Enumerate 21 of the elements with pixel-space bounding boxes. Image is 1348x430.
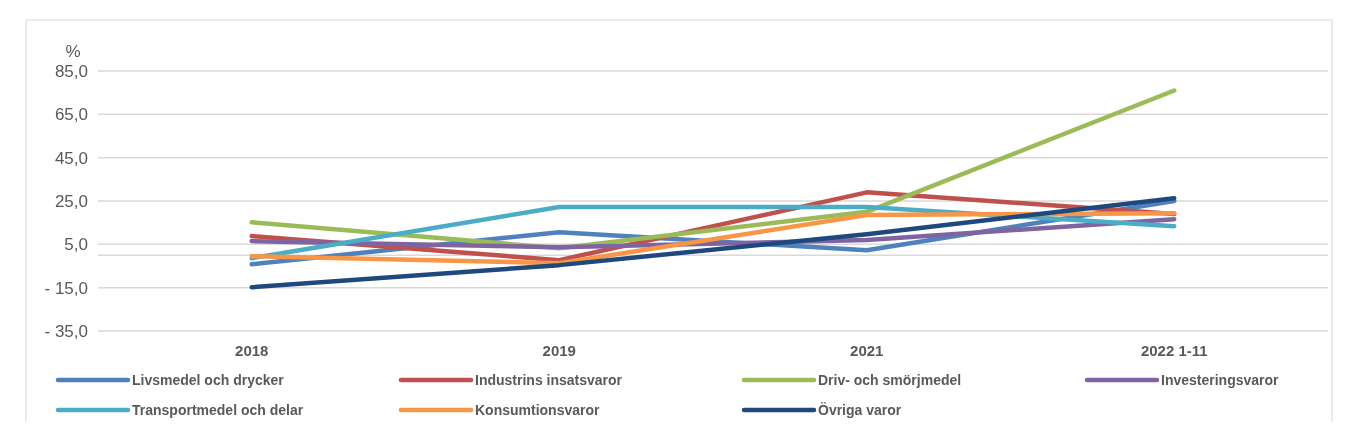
legend-label: Övriga varor — [818, 401, 902, 418]
x-tick-label: 2021 — [850, 342, 884, 359]
y-tick-label: 25,0 — [54, 191, 88, 211]
x-tick-label: 2022 1-11 — [1140, 342, 1208, 359]
y-tick-label: - 35,0 — [44, 321, 88, 341]
x-tick-label: 2019 — [542, 342, 576, 359]
x-tick-label: 2018 — [235, 342, 269, 359]
legend-label: Konsumtionsvaror — [475, 401, 601, 418]
y-axis-title: % — [65, 42, 81, 61]
legend-label: Industrins insatsvaror — [475, 371, 623, 388]
y-tick-label: - 15,0 — [44, 278, 88, 298]
line-series — [249, 195, 1177, 290]
legend-label: Driv- och smörjmedel — [818, 371, 962, 388]
legend-label: Investeringsvaror — [1161, 371, 1280, 388]
legend-label: Transportmedel och delar — [132, 401, 304, 418]
y-tick-label: 85,0 — [54, 61, 88, 81]
y-tick-label: 45,0 — [54, 148, 88, 168]
y-tick-label: 5,0 — [64, 235, 88, 255]
y-tick-label: 65,0 — [54, 105, 88, 125]
line-series — [249, 210, 1177, 266]
legend-label: Livsmedel och drycker — [132, 371, 285, 388]
